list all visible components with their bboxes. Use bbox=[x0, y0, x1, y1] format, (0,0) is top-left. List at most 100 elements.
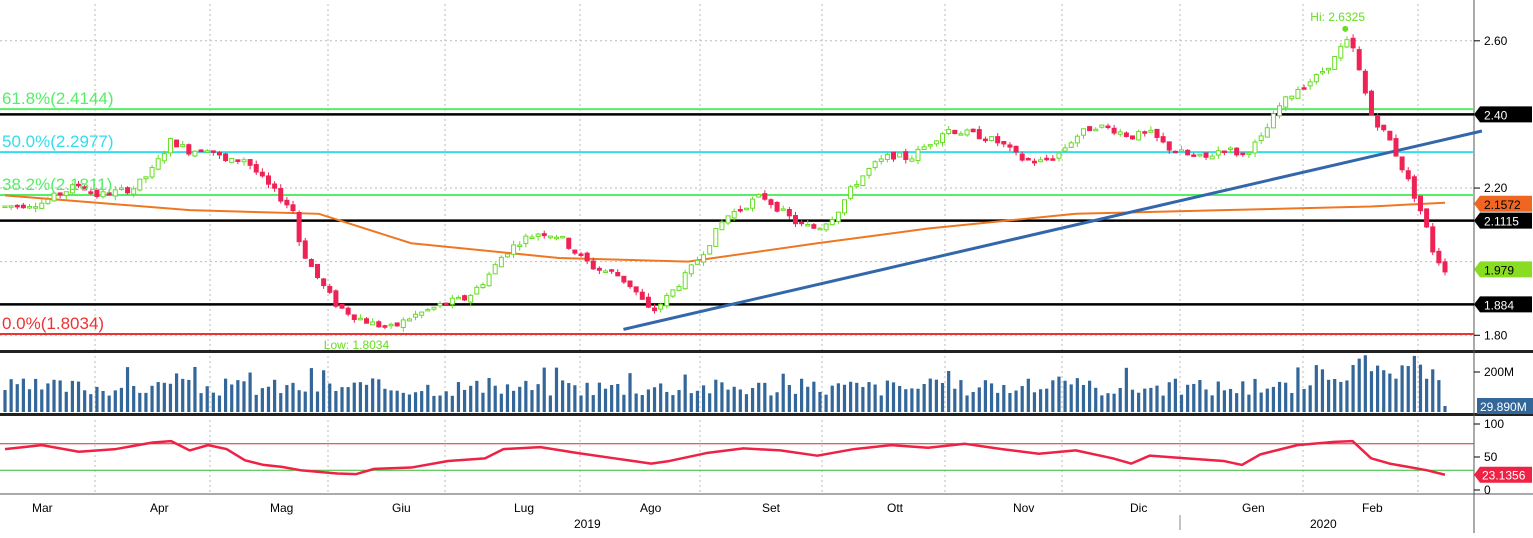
candle-body bbox=[278, 187, 284, 202]
candle-body bbox=[952, 129, 958, 135]
candle-body bbox=[805, 224, 811, 227]
hi-annotation: Hi: 2.6325 bbox=[1310, 10, 1365, 24]
candle-body bbox=[903, 151, 909, 160]
candle-body bbox=[946, 128, 952, 134]
volume-bar bbox=[1314, 365, 1318, 412]
volume-bar bbox=[1026, 378, 1030, 412]
volume-bar bbox=[168, 383, 173, 412]
candle-body bbox=[186, 144, 192, 155]
candle-body bbox=[192, 150, 198, 157]
volume-bar bbox=[910, 388, 914, 412]
volume-bar bbox=[1210, 395, 1214, 412]
candle-body bbox=[1136, 131, 1142, 141]
volume-bar bbox=[1406, 366, 1410, 412]
candle-body bbox=[14, 204, 20, 208]
volume-bar bbox=[1259, 392, 1263, 412]
volume-bar bbox=[469, 385, 473, 412]
candle-body bbox=[750, 198, 756, 209]
candle-body bbox=[315, 263, 321, 279]
price-axis: 1.80 2.20 2.60 2.40 2.1572 2.1115 1.979 1.884 bbox=[1474, 34, 1532, 342]
candle-body bbox=[272, 183, 278, 189]
volume-bar bbox=[622, 394, 626, 412]
month-label: Giu bbox=[392, 501, 411, 515]
candle-body bbox=[1277, 105, 1283, 117]
volume-bar bbox=[266, 386, 271, 412]
level-labels: 61.8%(2.4144) 50.0%(2.2977) 38.2%(2.1811) 0… bbox=[2, 89, 114, 333]
candle-body bbox=[394, 322, 400, 327]
volume-bar bbox=[487, 378, 491, 412]
volume-bar bbox=[1277, 381, 1282, 412]
price-tag-bg bbox=[1474, 106, 1532, 123]
candle-body bbox=[100, 191, 106, 198]
volume-bar bbox=[1400, 365, 1404, 412]
candle-body bbox=[76, 183, 82, 187]
volume-bar bbox=[223, 378, 228, 412]
volume-bar bbox=[438, 395, 442, 412]
volume-bar bbox=[1425, 378, 1429, 412]
candle-body bbox=[541, 233, 547, 237]
candle-body bbox=[872, 161, 878, 169]
candle-body bbox=[1142, 131, 1148, 134]
volume-bar bbox=[383, 388, 387, 412]
volume-bar bbox=[1308, 385, 1312, 412]
candle-body bbox=[768, 199, 774, 205]
volume-bar bbox=[628, 373, 632, 412]
price-tag-label: 2.1115 bbox=[1484, 215, 1519, 229]
volume-bar bbox=[977, 387, 981, 412]
volume-bar bbox=[603, 388, 608, 412]
candle-body bbox=[517, 244, 523, 247]
candle-body bbox=[1179, 149, 1185, 153]
volume-bar bbox=[947, 370, 951, 412]
candle-body bbox=[1111, 127, 1117, 134]
candle-body bbox=[468, 294, 474, 303]
volume-bar bbox=[297, 390, 301, 412]
candle-body bbox=[780, 208, 786, 211]
candle-body bbox=[1430, 226, 1436, 253]
volume-bar bbox=[303, 391, 307, 412]
candle-body bbox=[1332, 56, 1338, 70]
candle-body bbox=[51, 192, 57, 202]
candle-body bbox=[1258, 135, 1264, 142]
volume-bar bbox=[591, 395, 595, 412]
volume-bar bbox=[806, 386, 810, 412]
price-tag-bg bbox=[1474, 212, 1532, 229]
candle-body bbox=[1326, 67, 1332, 71]
volume-bar bbox=[230, 384, 234, 412]
candle-body bbox=[20, 204, 26, 209]
volume-bar bbox=[1302, 388, 1306, 412]
candles bbox=[2, 34, 1448, 332]
volume-bar bbox=[260, 388, 264, 412]
candle-body bbox=[799, 221, 805, 225]
candle-body bbox=[125, 187, 131, 194]
volume-bar bbox=[1431, 369, 1435, 412]
horizontal-levels bbox=[0, 108, 1474, 336]
candle-body bbox=[143, 176, 149, 180]
volume-bar bbox=[738, 389, 742, 412]
trendline bbox=[623, 129, 1483, 331]
candle-body bbox=[682, 272, 688, 290]
volume-bar bbox=[1235, 393, 1239, 412]
candle-body bbox=[425, 308, 431, 312]
volume-bar bbox=[1173, 378, 1177, 412]
level-label: 0.0%(1.8034) bbox=[2, 314, 104, 333]
candle-body bbox=[265, 175, 271, 185]
volume-bar bbox=[708, 393, 712, 412]
month-label: Gen bbox=[1242, 501, 1265, 515]
volume-bar bbox=[1296, 367, 1300, 412]
volume-bar bbox=[983, 380, 988, 412]
volume-bar bbox=[462, 389, 467, 412]
candle-body bbox=[701, 254, 707, 263]
candle-body bbox=[382, 325, 388, 328]
candle-body bbox=[878, 158, 884, 162]
candle-body bbox=[474, 286, 480, 295]
volume-tag-label: 29.890M bbox=[1480, 400, 1527, 414]
volume-bar bbox=[371, 378, 375, 412]
candle-body bbox=[1105, 125, 1111, 129]
candle-body bbox=[27, 206, 33, 209]
volume-bar bbox=[89, 394, 93, 412]
volume-bar bbox=[989, 383, 994, 412]
volume-bar bbox=[1087, 380, 1092, 412]
month-label: Ago bbox=[640, 501, 662, 515]
volume-bar bbox=[769, 395, 773, 412]
candle-body bbox=[572, 249, 578, 254]
